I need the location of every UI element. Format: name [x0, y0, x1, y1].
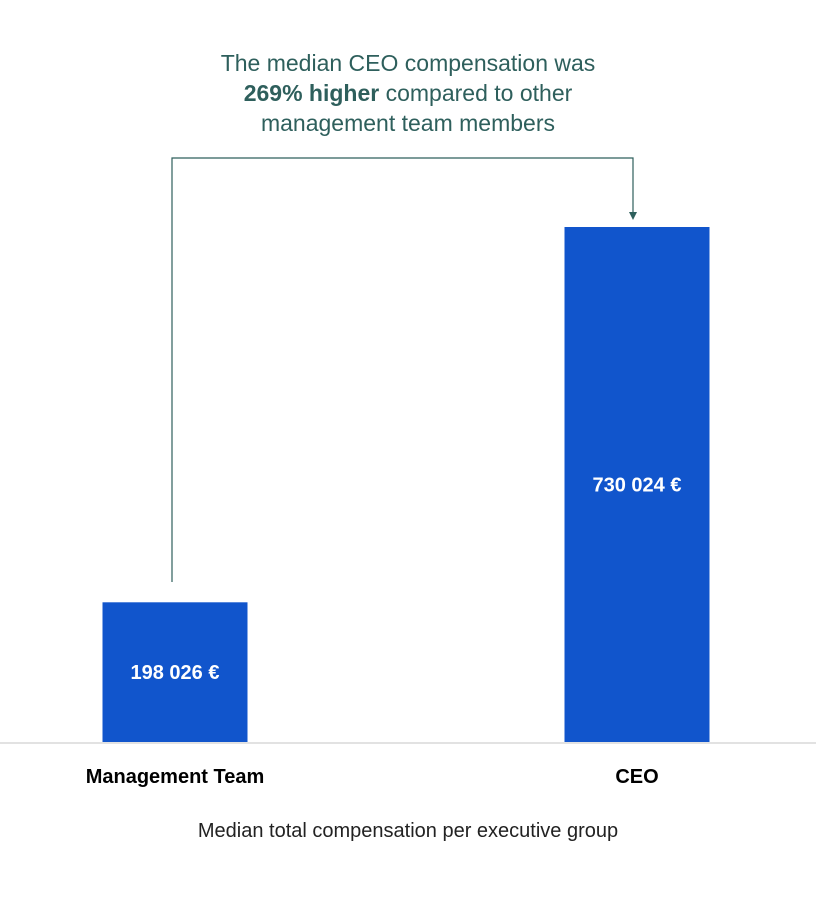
bar-ceo	[564, 227, 710, 742]
x-axis-title: Median total compensation per executive …	[197, 820, 619, 842]
bar-value-label: 198 026 €	[131, 662, 220, 684]
comparison-connector-line	[171, 157, 634, 582]
bars-group: 198 026 € Management Team 730 024 € CEO	[86, 227, 710, 788]
category-label: Management Team	[86, 766, 265, 788]
annotation-line-2-rest: compared to other	[379, 80, 573, 106]
annotation-emphasis: 269% higher	[243, 80, 380, 106]
comparison-arrowhead-icon	[629, 212, 637, 220]
annotation-line-3: management team members	[260, 110, 555, 136]
category-label: CEO	[615, 766, 658, 788]
bar-management-team	[102, 602, 248, 742]
comparison-annotation: The median CEO compensation was 269% hig…	[0, 48, 816, 138]
annotation-line-2: 269% higher compared to other	[0, 78, 816, 108]
annotation-line-1: The median CEO compensation was	[220, 50, 596, 76]
bar-value-label: 730 024 €	[593, 475, 682, 497]
